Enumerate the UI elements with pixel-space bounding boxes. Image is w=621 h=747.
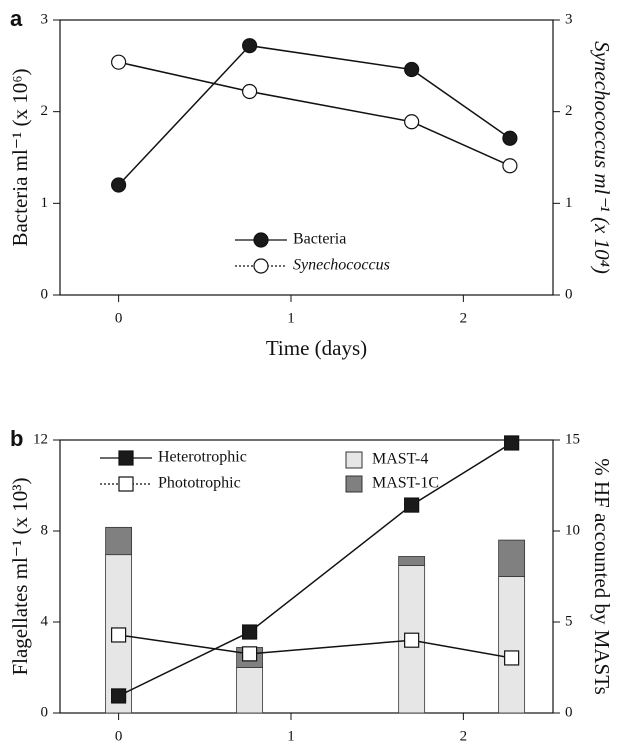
y-tick-label: 2 xyxy=(41,103,49,119)
bar-segment xyxy=(105,526,133,556)
series-line xyxy=(118,634,512,659)
legend-label: Synechococcus xyxy=(293,257,390,274)
marker xyxy=(404,632,420,648)
marker xyxy=(404,61,420,78)
y-axis-label: Flagellates ml⁻¹ (x 10³) xyxy=(8,477,32,675)
x-tick-label: 0 xyxy=(115,310,123,326)
bar-segment xyxy=(498,539,526,577)
legend-label: MAST-4 xyxy=(372,451,428,468)
x-tick-label: 2 xyxy=(460,310,468,326)
y2-tick-label: 15 xyxy=(565,431,580,447)
legend-marker xyxy=(118,450,134,466)
y-axis-label: Bacteria ml⁻¹ (x 10⁶) xyxy=(8,68,32,246)
y2-tick-label: 3 xyxy=(565,11,573,27)
marker xyxy=(242,83,258,100)
y-tick-label: 8 xyxy=(41,522,49,538)
y-tick-label: 12 xyxy=(33,431,48,447)
y2-axis-label: Synechococcus ml⁻¹ (x 10⁴) xyxy=(590,41,614,274)
bar-segment xyxy=(398,556,426,566)
marker xyxy=(111,627,127,643)
x-tick-label: 2 xyxy=(460,728,468,744)
y2-tick-label: 0 xyxy=(565,704,573,720)
series-line xyxy=(118,44,511,186)
legend-marker xyxy=(253,232,269,248)
y-tick-label: 3 xyxy=(41,11,49,27)
y2-tick-label: 1 xyxy=(565,195,573,211)
y-tick-label: 1 xyxy=(41,195,49,211)
bar-segment xyxy=(498,576,526,714)
x-tick-label: 0 xyxy=(115,728,123,744)
marker xyxy=(404,114,420,130)
y-tick-label: 4 xyxy=(41,613,49,629)
panel-label: a xyxy=(10,6,23,31)
marker xyxy=(111,177,127,193)
legend-label: MAST-1C xyxy=(372,475,439,492)
y2-axis-label: % HF accounted by MASTs xyxy=(590,458,614,695)
y2-tick-label: 10 xyxy=(565,522,580,538)
x-axis-label: Time (days) xyxy=(266,336,367,360)
marker xyxy=(111,688,127,704)
legend-marker xyxy=(253,258,269,274)
series-line xyxy=(118,442,513,697)
panel-label: b xyxy=(10,426,23,451)
bar-segment xyxy=(236,667,264,714)
marker xyxy=(404,497,420,513)
series-line xyxy=(118,61,511,167)
y2-tick-label: 0 xyxy=(565,286,573,302)
marker xyxy=(502,158,518,174)
marker xyxy=(504,650,520,666)
x-tick-label: 1 xyxy=(287,728,295,744)
marker xyxy=(504,435,520,451)
legend-label: Heterotrophic xyxy=(158,449,247,466)
marker xyxy=(242,38,258,54)
marker xyxy=(111,54,127,70)
marker xyxy=(242,624,258,640)
y-tick-label: 0 xyxy=(41,286,49,302)
legend-label: Bacteria xyxy=(293,231,346,248)
y2-tick-label: 5 xyxy=(565,613,573,629)
legend-swatch xyxy=(345,475,363,493)
legend-swatch xyxy=(345,451,363,469)
y-tick-label: 0 xyxy=(41,704,49,720)
x-tick-label: 1 xyxy=(287,310,295,326)
plot-frame xyxy=(59,19,554,296)
y2-tick-label: 2 xyxy=(565,103,573,119)
legend-label: Phototrophic xyxy=(158,475,241,492)
legend-marker xyxy=(118,476,134,492)
marker xyxy=(502,130,518,146)
plot-frame xyxy=(59,439,554,714)
marker xyxy=(242,646,258,662)
